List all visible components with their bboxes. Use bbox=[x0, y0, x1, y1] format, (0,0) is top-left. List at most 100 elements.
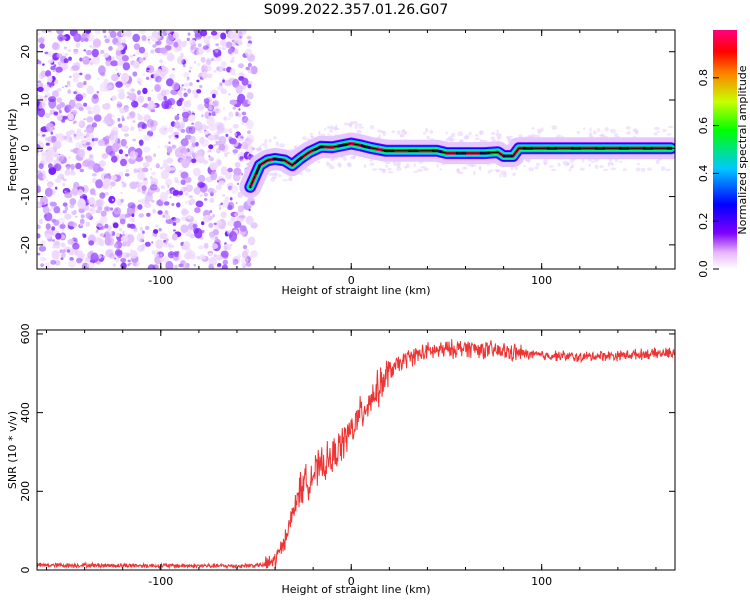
noise-speckle-dot bbox=[165, 214, 171, 220]
ridge-haze-dot bbox=[551, 168, 556, 172]
noise-speckle-dot bbox=[41, 151, 46, 157]
noise-speckle-dot bbox=[44, 262, 51, 269]
noise-speckle-dot bbox=[166, 189, 171, 195]
noise-speckle-dot bbox=[220, 166, 228, 176]
noise-speckle-dot bbox=[91, 48, 99, 58]
noise-speckle-dot bbox=[180, 179, 186, 185]
y-tick-label: -20 bbox=[19, 236, 32, 254]
noise-speckle-dot bbox=[72, 242, 80, 250]
noise-speckle-dot bbox=[179, 159, 184, 163]
noise-speckle-dot bbox=[247, 236, 256, 246]
noise-speckle-dot bbox=[142, 57, 146, 61]
noise-speckle-dot bbox=[174, 136, 177, 140]
noise-speckle-dot bbox=[173, 41, 179, 48]
noise-speckle-dot bbox=[43, 257, 47, 261]
noise-speckle-dot bbox=[104, 223, 109, 229]
noise-speckle-dot bbox=[96, 260, 101, 265]
noise-speckle-dot bbox=[106, 228, 111, 232]
noise-speckle-dot bbox=[37, 32, 40, 36]
noise-speckle-dot bbox=[197, 37, 200, 40]
noise-speckle-dot bbox=[210, 30, 218, 36]
noise-speckle-dot bbox=[137, 187, 142, 193]
ridge-haze-dot bbox=[426, 136, 430, 139]
noise-speckle-dot bbox=[138, 57, 144, 63]
ridge-haze-dot bbox=[534, 134, 541, 138]
noise-speckle-dot bbox=[129, 126, 135, 131]
noise-speckle-dot bbox=[118, 72, 122, 76]
noise-speckle-dot bbox=[64, 106, 70, 113]
noise-speckle-dot bbox=[185, 232, 192, 237]
noise-speckle-dot bbox=[218, 207, 222, 210]
noise-speckle-dot bbox=[118, 149, 123, 155]
noise-speckle-dot bbox=[129, 111, 136, 119]
x-tick-label: 100 bbox=[531, 274, 552, 287]
noise-speckle-dot bbox=[72, 72, 80, 79]
noise-speckle-dot bbox=[239, 156, 244, 160]
noise-speckle-dot bbox=[103, 78, 109, 86]
noise-speckle-dot bbox=[171, 82, 180, 91]
noise-speckle bbox=[37, 30, 674, 269]
noise-speckle-dot bbox=[137, 81, 140, 84]
noise-speckle-dot bbox=[189, 198, 196, 205]
noise-speckle-dot bbox=[124, 133, 129, 137]
noise-speckle-dot bbox=[150, 176, 153, 180]
ridge-haze-dot bbox=[387, 167, 392, 171]
noise-speckle-dot bbox=[110, 174, 117, 181]
noise-speckle-dot bbox=[138, 139, 144, 146]
noise-speckle-dot bbox=[180, 53, 184, 58]
ridge-haze-dot bbox=[309, 132, 313, 136]
noise-speckle-dot bbox=[147, 39, 150, 41]
ridge-haze-dot bbox=[396, 163, 401, 169]
noise-speckle-dot bbox=[194, 207, 201, 214]
noise-speckle-dot bbox=[171, 144, 176, 149]
noise-speckle-dot bbox=[54, 178, 62, 184]
noise-speckle-dot bbox=[221, 264, 228, 269]
noise-speckle-dot bbox=[106, 207, 109, 210]
noise-speckle-dot bbox=[197, 181, 205, 188]
noise-speckle-dot bbox=[157, 145, 160, 149]
noise-speckle-dot bbox=[193, 30, 200, 34]
noise-speckle-dot bbox=[67, 113, 74, 121]
noise-speckle-dot bbox=[160, 253, 163, 257]
figure-title: S099.2022.357.01.26.G07 bbox=[264, 2, 449, 18]
noise-speckle-dot bbox=[132, 120, 136, 123]
noise-speckle-dot bbox=[209, 210, 213, 214]
ridge-haze-dot bbox=[396, 167, 402, 171]
noise-speckle-dot bbox=[133, 151, 138, 158]
ridge-haze-dot bbox=[299, 172, 303, 176]
noise-speckle-dot bbox=[68, 84, 71, 87]
noise-speckle-dot bbox=[112, 263, 117, 267]
ridge-haze-dot bbox=[399, 134, 405, 138]
noise-speckle-dot bbox=[147, 96, 152, 102]
noise-speckle-dot bbox=[111, 142, 120, 153]
noise-speckle-dot bbox=[211, 111, 216, 117]
noise-speckle-dot bbox=[225, 41, 233, 48]
noise-speckle-dot bbox=[84, 128, 93, 134]
noise-speckle-dot bbox=[83, 80, 87, 86]
ridge-haze-dot bbox=[377, 129, 382, 133]
noise-speckle-dot bbox=[105, 59, 113, 67]
noise-speckle-dot bbox=[37, 224, 41, 230]
noise-speckle-dot bbox=[171, 245, 175, 248]
noise-speckle-dot bbox=[120, 125, 129, 132]
noise-speckle-dot bbox=[52, 244, 57, 249]
ridge-haze-dot bbox=[350, 155, 356, 160]
noise-speckle-dot bbox=[187, 32, 191, 36]
noise-speckle-dot bbox=[149, 184, 158, 191]
noise-speckle-dot bbox=[163, 95, 167, 101]
ridge-haze-dot bbox=[423, 167, 430, 171]
ridge-haze-dot bbox=[401, 130, 407, 136]
noise-speckle-dot bbox=[85, 30, 91, 34]
noise-speckle-dot bbox=[89, 188, 96, 196]
noise-speckle-dot bbox=[220, 202, 223, 206]
ridge-haze-dot bbox=[445, 137, 452, 141]
ridge-haze-dot bbox=[329, 125, 334, 130]
noise-speckle-dot bbox=[60, 257, 64, 260]
noise-speckle-dot bbox=[199, 84, 203, 89]
noise-speckle-dot bbox=[177, 91, 183, 96]
noise-speckle-dot bbox=[155, 163, 160, 169]
noise-speckle-dot bbox=[44, 92, 51, 98]
colorbar-tick-label: 0.0 bbox=[697, 260, 710, 278]
noise-speckle-dot bbox=[203, 242, 209, 249]
noise-speckle-dot bbox=[215, 184, 222, 191]
